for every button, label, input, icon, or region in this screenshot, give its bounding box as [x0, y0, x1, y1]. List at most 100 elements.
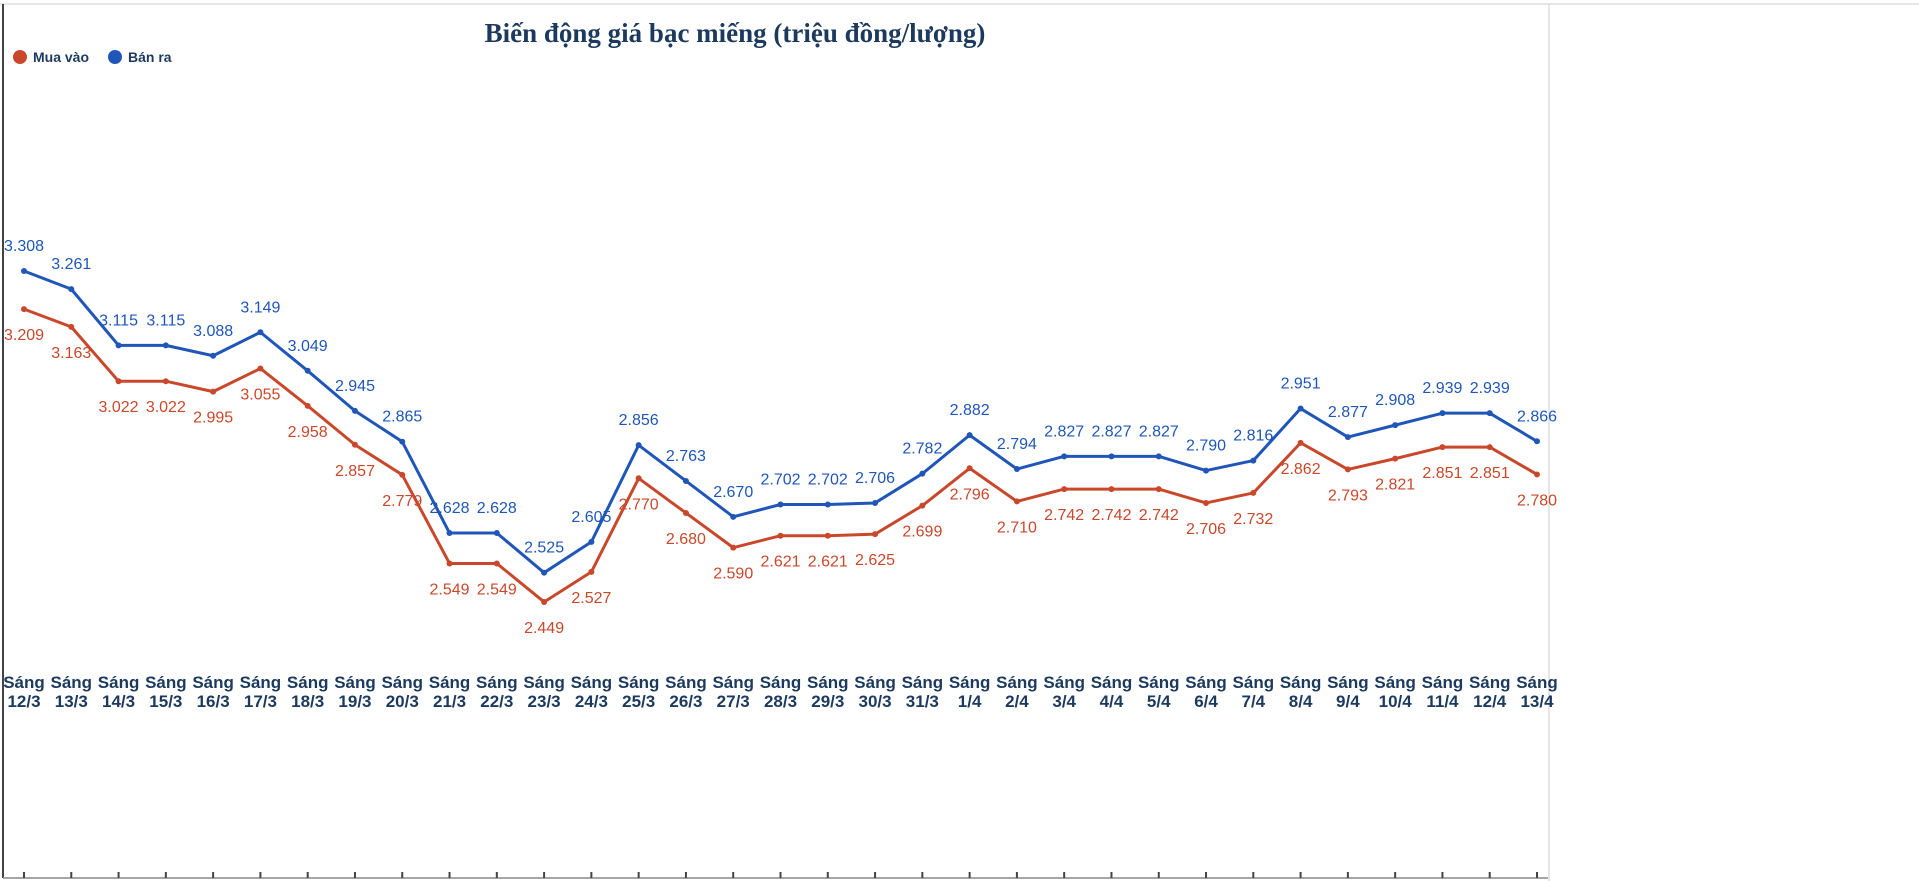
data-point-ban-ra [1061, 453, 1068, 460]
data-point-mua-vao [68, 323, 75, 330]
data-label-ban-ra: 2.856 [619, 412, 659, 429]
data-label-ban-ra: 2.794 [997, 436, 1037, 453]
data-point-ban-ra [1439, 410, 1446, 417]
data-label-mua-vao: 3.022 [146, 399, 186, 416]
data-point-ban-ra [919, 470, 926, 477]
data-point-ban-ra [1297, 405, 1304, 412]
x-tick-label: Sáng 20/3 [381, 673, 423, 711]
chart-title: Biến động giá bạc miếng (triệu đồng/lượn… [485, 18, 986, 48]
legend-label-ban-ra: Bán ra [128, 49, 172, 65]
data-label-mua-vao: 3.209 [4, 327, 44, 344]
data-point-mua-vao [399, 471, 406, 478]
data-point-ban-ra [115, 342, 122, 349]
data-point-ban-ra [872, 499, 879, 506]
data-point-mua-vao [588, 568, 595, 575]
data-label-ban-ra: 2.628 [430, 500, 470, 517]
data-label-ban-ra: 3.049 [288, 338, 328, 355]
data-point-ban-ra [682, 477, 689, 484]
data-label-mua-vao: 2.821 [1375, 477, 1415, 494]
data-label-ban-ra: 2.763 [666, 448, 706, 465]
data-label-mua-vao: 2.710 [997, 519, 1037, 536]
data-point-ban-ra [1155, 453, 1162, 460]
data-point-ban-ra [210, 352, 217, 359]
data-point-ban-ra [162, 342, 169, 349]
x-tick-label: Sáng 10/4 [1374, 673, 1416, 711]
x-tick-label: Sáng 9/4 [1327, 673, 1369, 711]
data-label-ban-ra: 2.939 [1470, 380, 1510, 397]
data-label-ban-ra: 2.525 [524, 540, 564, 557]
data-point-mua-vao [966, 465, 973, 472]
data-label-mua-vao: 2.793 [1328, 487, 1368, 504]
data-point-mua-vao [446, 560, 453, 567]
data-point-mua-vao [1439, 444, 1446, 451]
data-point-ban-ra [68, 286, 75, 293]
data-label-mua-vao: 2.449 [524, 620, 564, 637]
data-label-ban-ra: 2.945 [335, 378, 375, 395]
data-label-mua-vao: 2.995 [193, 410, 233, 427]
data-label-mua-vao: 2.706 [1186, 521, 1226, 538]
x-tick-label: Sáng 16/3 [192, 673, 234, 711]
data-label-mua-vao: 2.680 [666, 531, 706, 548]
data-label-ban-ra: 2.827 [1091, 423, 1131, 440]
data-label-ban-ra: 2.670 [713, 484, 753, 501]
data-label-mua-vao: 2.732 [1233, 511, 1273, 528]
data-label-mua-vao: 2.590 [713, 566, 753, 583]
data-point-mua-vao [257, 365, 264, 372]
data-point-mua-vao [351, 441, 358, 448]
x-tick-label: Sáng 11/4 [1422, 673, 1464, 711]
data-point-mua-vao [1061, 486, 1068, 493]
data-point-mua-vao [304, 402, 311, 409]
data-point-mua-vao [115, 378, 122, 385]
x-tick-label: Sáng 8/4 [1280, 673, 1322, 711]
x-tick-label: Sáng 12/4 [1469, 673, 1511, 711]
x-tick-label: Sáng 28/3 [760, 673, 802, 711]
data-label-mua-vao: 2.851 [1470, 465, 1510, 482]
data-label-mua-vao: 2.621 [760, 554, 800, 571]
x-tick-label: Sáng 15/3 [145, 673, 187, 711]
legend-label-mua-vao: Mua vào [33, 49, 89, 65]
legend-marker-mua-vao [13, 50, 27, 64]
x-tick-label: Sáng 21/3 [429, 673, 471, 711]
data-point-mua-vao [1013, 498, 1020, 505]
data-point-ban-ra [824, 501, 831, 508]
data-label-mua-vao: 2.770 [619, 496, 659, 513]
data-point-mua-vao [635, 475, 642, 482]
data-label-ban-ra: 2.702 [808, 471, 848, 488]
data-label-ban-ra: 2.939 [1422, 380, 1462, 397]
data-point-mua-vao [1203, 499, 1210, 506]
data-point-mua-vao [1297, 439, 1304, 446]
data-point-ban-ra [1392, 422, 1399, 429]
data-point-mua-vao [919, 502, 926, 509]
x-tick-label: Sáng 6/4 [1185, 673, 1227, 711]
data-label-ban-ra: 2.908 [1375, 392, 1415, 409]
data-label-ban-ra: 2.605 [571, 509, 611, 526]
x-tick-label: Sáng 12/3 [3, 673, 45, 711]
data-label-mua-vao: 2.742 [1091, 507, 1131, 524]
x-tick-label: Sáng 3/4 [1043, 673, 1085, 711]
data-label-ban-ra: 3.115 [146, 312, 185, 329]
data-label-mua-vao: 2.851 [1422, 465, 1462, 482]
data-point-ban-ra [257, 329, 264, 336]
data-label-mua-vao: 2.862 [1281, 461, 1321, 478]
x-tick-label: Sáng 13/4 [1516, 673, 1558, 711]
x-tick-label: Sáng 1/4 [949, 673, 991, 711]
data-point-ban-ra [635, 442, 642, 449]
data-point-ban-ra [1203, 467, 1210, 474]
data-label-ban-ra: 3.115 [99, 312, 138, 329]
data-point-mua-vao [1392, 455, 1399, 462]
x-tick-label: Sáng 14/3 [98, 673, 140, 711]
data-point-mua-vao [1108, 486, 1115, 493]
data-label-mua-vao: 2.780 [1517, 492, 1557, 509]
data-point-mua-vao [493, 560, 500, 567]
data-point-ban-ra [1534, 438, 1540, 445]
data-point-mua-vao [210, 388, 217, 395]
data-point-ban-ra [541, 569, 548, 576]
data-label-ban-ra: 3.149 [240, 299, 280, 316]
data-point-mua-vao [1486, 444, 1493, 451]
data-point-mua-vao [730, 544, 737, 551]
data-point-mua-vao [1155, 486, 1162, 493]
data-label-mua-vao: 2.621 [808, 554, 848, 571]
data-label-ban-ra: 2.882 [950, 402, 990, 419]
data-label-mua-vao: 2.779 [382, 493, 422, 510]
